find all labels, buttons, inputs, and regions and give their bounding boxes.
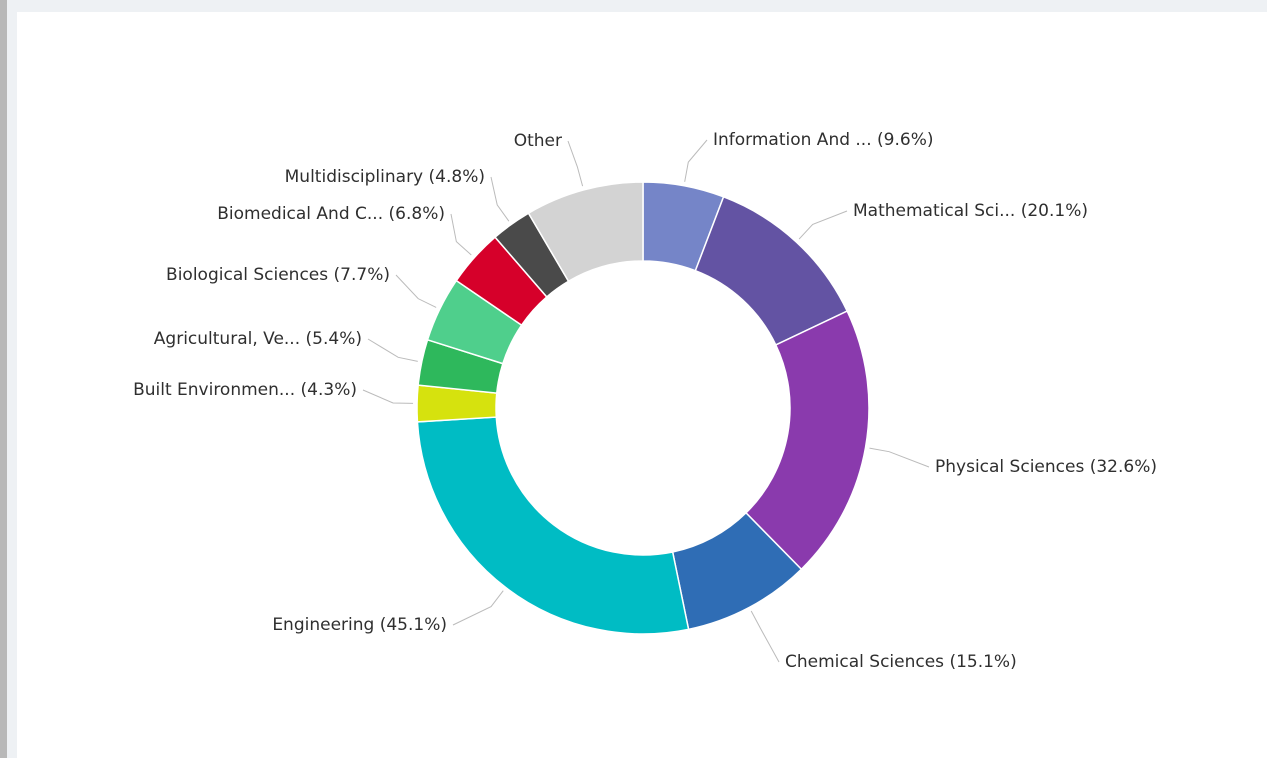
slice-value-label: (45.1%) [380,615,447,635]
slice-label: Chemical Sciences (15.1%) [785,652,1017,672]
slice-value-label: (7.7%) [334,265,390,285]
left-gutter [7,0,17,758]
slice-category: Biomedical And C... [217,204,383,224]
slice-value-label: (15.1%) [949,652,1016,672]
leader-line [490,176,510,222]
leader-line [798,210,848,240]
left-border [0,0,7,758]
slice-label: Multidisciplinary (4.8%) [285,167,485,187]
leader-line [869,447,930,468]
slice-label: Engineering (45.1%) [272,615,447,635]
slice-category: Agricultural, Ve... [154,329,300,349]
donut-chart: Information And ... (9.6%) Mathematical S… [133,130,1157,672]
donut-slice [527,181,644,283]
slice-value-label: (5.4%) [306,329,362,349]
slice-label: Physical Sciences (32.6%) [935,457,1157,477]
slice-category: Chemical Sciences [785,652,944,672]
donut-slice [416,416,690,635]
slice-category: Mathematical Sci... [853,201,1015,221]
leader-line [367,338,418,362]
slice-label: Other [514,131,562,151]
slice-value-label: (32.6%) [1090,457,1157,477]
slice-value-label: (4.8%) [429,167,485,187]
slice-value-label: (6.8%) [389,204,445,224]
donut-slice [744,310,870,571]
slice-category: Engineering [272,615,374,635]
top-bar [0,0,1267,12]
slice-label: Biological Sciences (7.7%) [166,265,390,285]
slice-value-label: (4.3%) [301,380,357,400]
slice-label: Information And ... (9.6%) [713,130,934,150]
leader-line [684,139,708,182]
slice-category: Other [514,131,562,151]
slice-category: Physical Sciences [935,457,1084,477]
slice-category: Information And ... [713,130,872,150]
slice-category: Built Environmen... [133,380,295,400]
slice-category: Biological Sciences [166,265,328,285]
leader-line [395,274,437,308]
slice-label: Built Environmen... (4.3%) [133,380,357,400]
slice-value-label: (20.1%) [1021,201,1088,221]
leader-line [362,389,414,404]
leader-line [450,213,472,256]
leader-line [452,590,504,626]
slice-label: Biomedical And C... (6.8%) [217,204,445,224]
slice-label: Agricultural, Ve... (5.4%) [154,329,362,349]
slice-value-label: (9.6%) [877,130,933,150]
slice-label: Mathematical Sci... (20.1%) [853,201,1088,221]
slice-category: Multidisciplinary [285,167,423,187]
leader-line [750,610,780,663]
leader-line [567,140,584,187]
